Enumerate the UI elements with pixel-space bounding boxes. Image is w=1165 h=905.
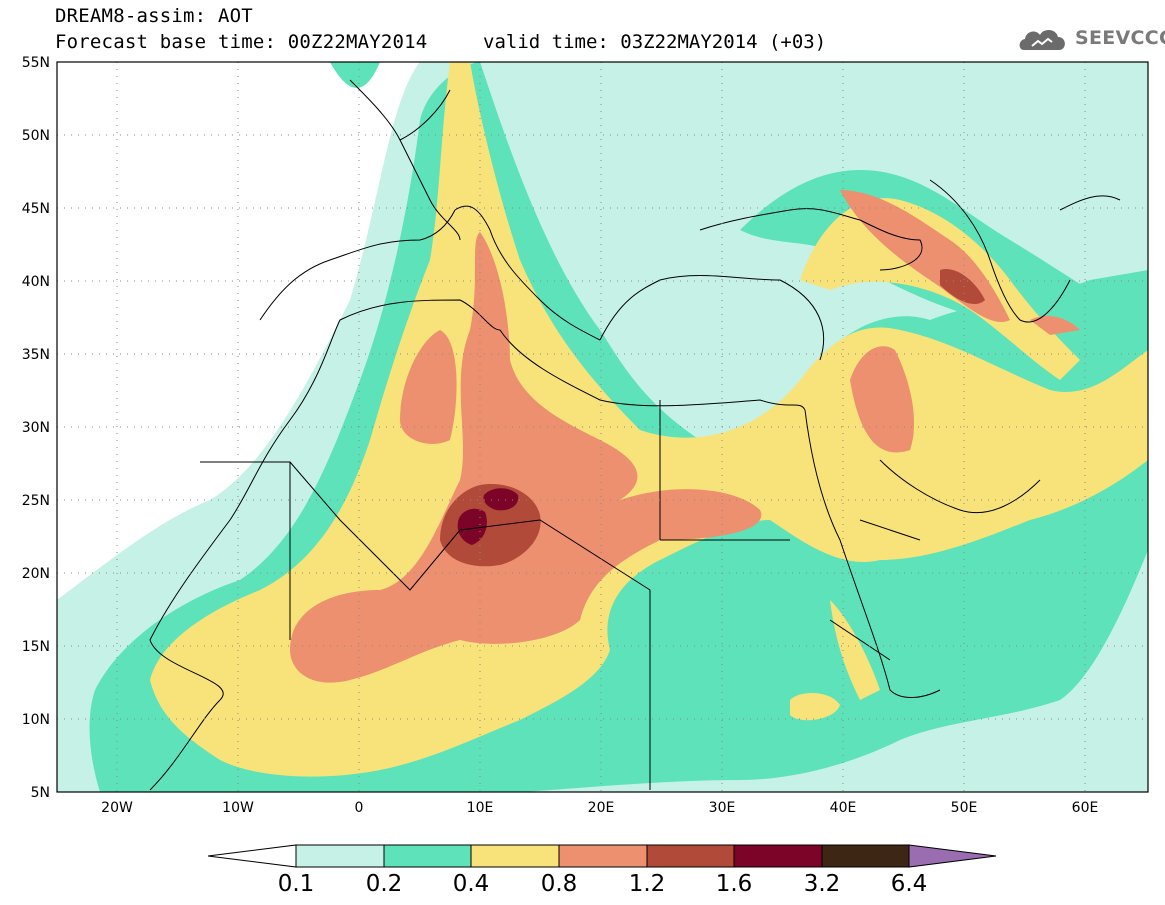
lon-label: 20E <box>588 800 615 816</box>
lat-axis: 55N 50N 45N 40N 35N 30N 25N 20N 15N 10N … <box>22 55 50 801</box>
lon-axis: 20W 10W 0 10E 20E 30E 40E 50E 60E <box>101 800 1098 816</box>
lon-label: 0 <box>355 800 364 816</box>
map-title: DREAM8-assim: AOT <box>55 5 253 27</box>
lon-label: 10E <box>467 800 494 816</box>
aot-field <box>57 62 1148 792</box>
colorbar-label: 0.2 <box>366 871 403 897</box>
colorbar-segment <box>295 844 385 868</box>
lon-label: 40E <box>830 800 857 816</box>
forecast-base-time: Forecast base time: 00Z22MAY2014 <box>55 31 428 53</box>
lon-label: 50E <box>951 800 978 816</box>
lat-label: 35N <box>22 347 50 363</box>
lat-label: 40N <box>22 274 50 290</box>
colorbar-segment <box>470 844 560 868</box>
lat-label: 5N <box>31 785 50 801</box>
lat-label: 45N <box>22 201 50 217</box>
lon-label: 20W <box>101 800 133 816</box>
colorbar-labels: 0.1 0.2 0.4 0.8 1.2 1.6 3.2 6.4 <box>278 871 928 897</box>
lat-label: 55N <box>22 55 50 71</box>
colorbar <box>207 844 997 868</box>
valid-time: valid time: 03Z22MAY2014 (+03) <box>483 31 827 53</box>
lat-label: 10N <box>22 712 50 728</box>
lat-label: 50N <box>22 128 50 144</box>
colorbar-segment <box>558 844 648 868</box>
colorbar-label: 3.2 <box>804 871 841 897</box>
colorbar-under-arrow <box>207 844 297 868</box>
colorbar-label: 0.8 <box>541 871 578 897</box>
logo-text: SEEVCCC <box>1075 27 1165 49</box>
lon-label: 30E <box>709 800 736 816</box>
cloud-icon <box>1019 29 1065 50</box>
lat-label: 20N <box>22 566 50 582</box>
colorbar-segment <box>733 844 823 868</box>
coastlines <box>149 79 1121 791</box>
lat-label: 30N <box>22 420 50 436</box>
plot-frame <box>56 61 1149 793</box>
colorbar-label: 1.6 <box>716 871 753 897</box>
colorbar-segment <box>821 844 910 868</box>
colorbar-label: 1.2 <box>629 871 666 897</box>
colorbar-segment <box>383 844 472 868</box>
lon-label: 10W <box>222 800 254 816</box>
lat-label: 15N <box>22 639 50 655</box>
colorbar-label: 0.4 <box>453 871 490 897</box>
colorbar-label: 0.1 <box>278 871 315 897</box>
colorbar-segment <box>646 844 735 868</box>
lat-label: 25N <box>22 493 50 509</box>
colorbar-label: 6.4 <box>891 871 928 897</box>
lon-label: 60E <box>1072 800 1099 816</box>
colorbar-over-arrow <box>908 844 997 868</box>
gridlines <box>57 62 1148 792</box>
